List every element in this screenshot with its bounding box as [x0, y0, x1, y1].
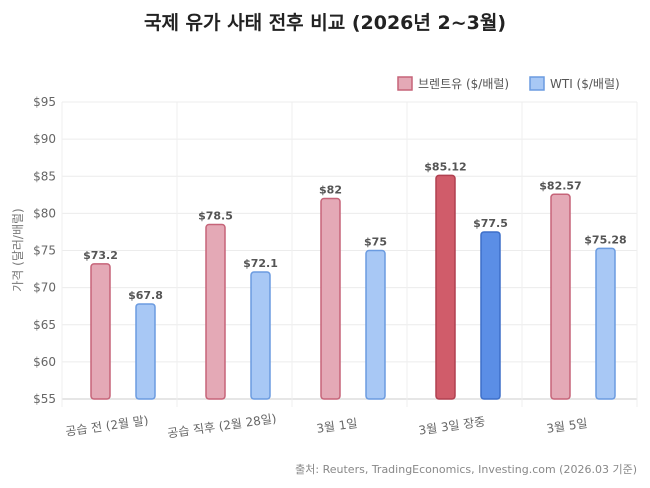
x-tick-label: 공습 직후 (2월 28일) — [167, 411, 278, 440]
data-label: $73.2 — [83, 249, 118, 262]
y-axis-title: 가격 (달러/배럴) — [11, 208, 25, 291]
x-tick-label: 3월 3일 장중 — [418, 414, 486, 437]
bar-brent — [90, 263, 111, 400]
y-tick-label: $65 — [33, 318, 56, 332]
x-tick-label: 3월 1일 — [316, 416, 359, 436]
source-note: 출처: Reuters, TradingEconomics, Investing… — [295, 463, 637, 476]
data-label: $75.28 — [584, 233, 626, 246]
data-label: $67.8 — [128, 289, 163, 302]
bar-brent — [205, 223, 226, 400]
data-label: $75 — [364, 236, 387, 249]
y-tick-label: $90 — [33, 132, 56, 146]
y-tick-label: $70 — [33, 281, 56, 295]
bars: $73.2 $78.5 $82 $85.12 $82.57 $67.8 $72.1 $75 $7… — [83, 160, 627, 400]
legend-label: 브렌트유 ($/배럴) — [418, 77, 509, 91]
data-label: $82 — [319, 184, 342, 197]
data-label: $78.5 — [198, 210, 233, 223]
bar-wti — [250, 271, 271, 400]
y-tick-label: $95 — [33, 95, 56, 109]
x-tick-label: 공습 전 (2월 말) — [65, 413, 150, 439]
data-label: $72.1 — [243, 257, 278, 270]
y-tick-label: $80 — [33, 206, 56, 220]
bar-brent — [550, 193, 571, 400]
bar-brent — [320, 197, 341, 400]
grid: $55 $60 $65 $70 $75 $80 $85 $90 $95 공습 전 (2월 말) 공습… — [33, 95, 638, 441]
data-label: $77.5 — [473, 217, 508, 230]
data-label: $85.12 — [424, 160, 466, 173]
y-tick-label: $55 — [33, 392, 56, 406]
y-tick-label: $85 — [33, 169, 56, 183]
y-tick-label: $60 — [33, 355, 56, 369]
legend-swatch — [529, 76, 545, 91]
chart-title: 국제 유가 사태 전후 비교 (2026년 2~3월) — [144, 12, 506, 34]
legend-label: WTI ($/배럴) — [550, 77, 620, 91]
data-label: $82.57 — [539, 179, 581, 192]
bar-wti — [595, 247, 616, 400]
bar-brent — [435, 174, 456, 400]
x-tick-label: 3월 5일 — [546, 416, 589, 436]
legend-swatch — [397, 76, 413, 91]
bar-wti — [480, 231, 501, 400]
bar-wti — [365, 249, 386, 400]
bar-wti — [135, 303, 156, 400]
y-tick-label: $75 — [33, 244, 56, 258]
legend: 브렌트유 ($/배럴) WTI ($/배럴) — [397, 76, 620, 91]
